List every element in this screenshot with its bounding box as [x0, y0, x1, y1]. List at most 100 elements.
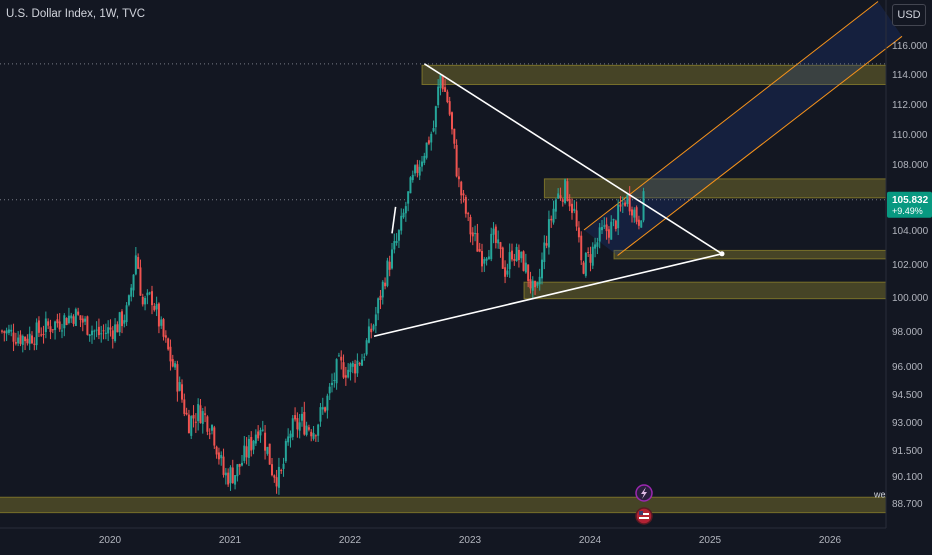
- candle-body-129: [298, 422, 301, 431]
- candle-body-74: [171, 359, 174, 367]
- candle-body-220: [508, 252, 511, 270]
- x-tick-label: 2020: [99, 535, 122, 546]
- candle-body-82: [190, 416, 193, 436]
- candle-body-62: [144, 297, 147, 305]
- candle-body-176: [407, 191, 410, 204]
- candle-body-94: [217, 452, 220, 460]
- candle-body-21: [49, 326, 52, 332]
- time-axis[interactable]: 2020 2021 2022 2023 2024 2025 2026: [0, 527, 886, 546]
- candle-body-249: [575, 210, 578, 227]
- candle-body-170: [393, 241, 396, 250]
- candle-body-145: [335, 359, 338, 384]
- candle-body-109: [252, 440, 255, 450]
- x-tick-label: 2022: [339, 535, 362, 546]
- candle-body-121: [280, 470, 283, 472]
- candle-body-258: [596, 242, 599, 247]
- candle-body-250: [577, 227, 580, 238]
- candle-body-111: [257, 431, 260, 439]
- candle-body-194: [448, 101, 451, 115]
- candle-body-240: [554, 199, 557, 212]
- y-tick-label: 88.700: [892, 499, 923, 510]
- candle-body-135: [312, 433, 315, 439]
- y-tick-label: 94.500: [892, 390, 923, 401]
- candle-body-253: [584, 252, 587, 276]
- candle-body-36: [84, 318, 87, 322]
- candle-body-79: [183, 399, 186, 414]
- candle-body-149: [344, 375, 347, 378]
- candle-body-93: [215, 446, 218, 455]
- candle-body-272: [628, 194, 631, 212]
- candle-body-77: [178, 382, 181, 391]
- candle-body-26: [61, 330, 63, 332]
- event-marker-us-flag-icon: [635, 507, 653, 525]
- candle-body-278: [642, 191, 645, 221]
- candle-body-197: [455, 144, 458, 177]
- candle-body-211: [487, 256, 490, 260]
- candle-body-71: [164, 335, 167, 338]
- candle-body-268: [619, 204, 622, 207]
- candle-body-32: [74, 309, 77, 327]
- candle-body-206: [476, 232, 479, 252]
- y-tick-label: 116.000: [892, 41, 928, 52]
- candles: [0, 74, 645, 495]
- candle-body-122: [282, 463, 285, 469]
- candle-body-179: [414, 165, 417, 174]
- candle-body-53: [123, 320, 126, 324]
- candle-body-238: [550, 218, 553, 221]
- candle-body-246: [568, 198, 571, 207]
- y-tick-label: 91.500: [892, 446, 923, 457]
- x-tick-label: 2024: [579, 535, 602, 546]
- candle-body-228: [527, 264, 530, 281]
- candle-body-184: [425, 142, 428, 158]
- candle-body-169: [391, 249, 393, 269]
- candle-body-92: [213, 427, 216, 446]
- candle-body-167: [386, 260, 389, 286]
- price-axis[interactable]: 116.000 114.000 112.000 110.000 108.000 104.0…: [873, 0, 929, 528]
- candle-body-259: [598, 227, 601, 242]
- y-tick-label: 93.000: [892, 418, 923, 429]
- candle-body-271: [626, 194, 629, 204]
- candle-body-66: [153, 305, 156, 311]
- candle-body-247: [571, 203, 573, 213]
- candle-body-242: [559, 195, 562, 199]
- candle-body-243: [561, 199, 564, 202]
- candle-body-72: [167, 338, 170, 350]
- candle-body-200: [462, 193, 465, 196]
- candle-body-35: [81, 318, 84, 323]
- candle-body-138: [319, 407, 322, 422]
- candle-body-130: [301, 413, 303, 421]
- candle-body-17: [40, 334, 43, 336]
- candle-body-201: [464, 196, 467, 214]
- price-badge-value: 105.832: [892, 195, 929, 206]
- candle-body-193: [446, 91, 449, 102]
- y-tick-label: 100.000: [892, 293, 929, 304]
- candle-body-178: [411, 174, 414, 181]
- candle-body-67: [155, 304, 158, 310]
- candle-body-158: [365, 340, 368, 355]
- candle-body-131: [303, 411, 306, 435]
- candle-body-65: [151, 291, 153, 306]
- candle-body-151: [349, 363, 352, 373]
- candle-body-245: [566, 181, 569, 202]
- candle-body-269: [621, 203, 624, 205]
- x-tick-label: 2025: [699, 535, 722, 546]
- candle-body-76: [176, 364, 179, 392]
- candle-body-126: [291, 418, 294, 437]
- candle-body-23: [54, 321, 57, 331]
- candle-body-217: [501, 247, 504, 269]
- candle-body-127: [294, 415, 297, 420]
- currency-button[interactable]: USD: [892, 4, 926, 26]
- candle-body-223: [515, 247, 518, 262]
- candle-body-175: [404, 206, 407, 214]
- candle-body-59: [137, 257, 140, 269]
- candle-body-43: [100, 333, 103, 335]
- ascending-channel: [583, 1, 903, 256]
- candle-body-257: [594, 244, 597, 249]
- candle-body-60: [139, 267, 142, 296]
- candle-body-160: [370, 328, 373, 333]
- candle-body-229: [529, 279, 532, 289]
- candle-body-134: [310, 431, 313, 437]
- candle-body-103: [238, 463, 241, 467]
